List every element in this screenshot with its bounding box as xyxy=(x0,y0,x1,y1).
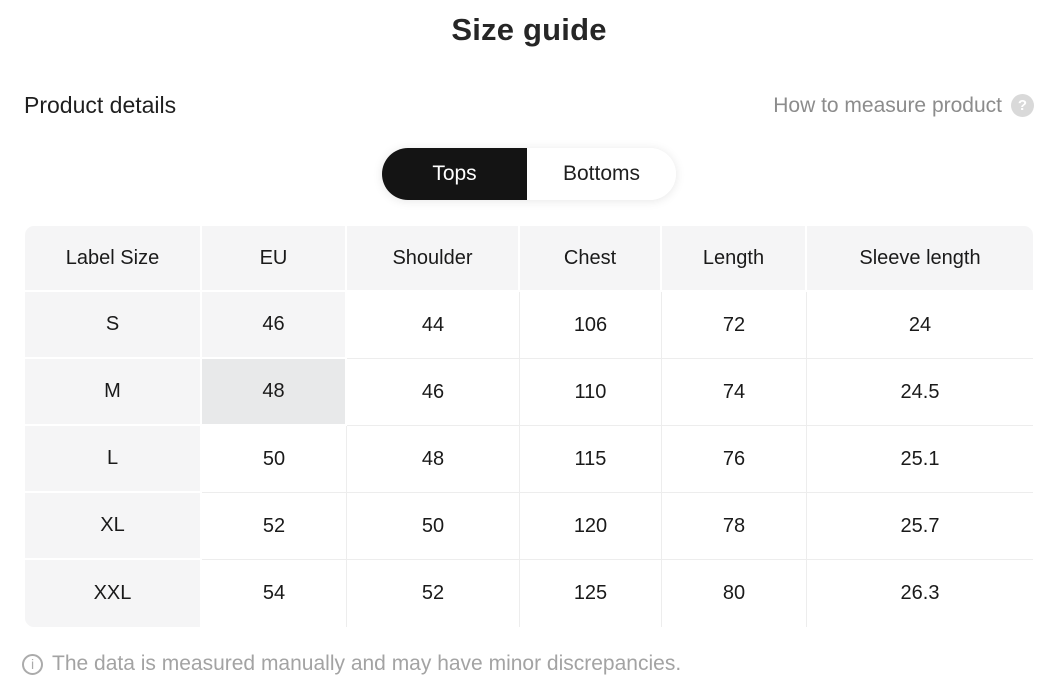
sleeve-cell: 24.5 xyxy=(807,359,1033,426)
info-icon: i xyxy=(22,653,43,675)
question-mark-icon[interactable]: ? xyxy=(1011,94,1034,117)
disclaimer-text: The data is measured manually and may ha… xyxy=(52,652,682,675)
column-header-length: Length xyxy=(662,226,807,292)
column-header-eu: EU xyxy=(202,226,347,292)
eu-cell-highlighted: 48 xyxy=(202,359,347,426)
shoulder-cell: 52 xyxy=(347,560,520,627)
column-header-sleeve-length: Sleeve length xyxy=(807,226,1033,292)
eu-cell: 50 xyxy=(202,426,347,493)
shoulder-cell: 50 xyxy=(347,493,520,560)
size-label-cell: S xyxy=(25,292,202,359)
shoulder-cell: 48 xyxy=(347,426,520,493)
chest-cell: 120 xyxy=(520,493,662,560)
length-cell: 72 xyxy=(662,292,807,359)
size-label-cell: XXL xyxy=(25,560,202,627)
sleeve-cell: 24 xyxy=(807,292,1033,359)
size-label-cell: L xyxy=(25,426,202,493)
shoulder-cell: 44 xyxy=(347,292,520,359)
how-to-measure-label: How to measure product xyxy=(773,93,1002,117)
table-row-xxl: XXL 54 52 125 80 26.3 xyxy=(25,560,1033,627)
sleeve-cell: 25.7 xyxy=(807,493,1033,560)
subheader-row: Product details How to measure product ? xyxy=(0,92,1058,119)
table-row-m: M 48 46 110 74 24.5 xyxy=(25,359,1033,426)
how-to-measure-link[interactable]: How to measure product ? xyxy=(773,94,1034,118)
column-header-shoulder: Shoulder xyxy=(347,226,520,292)
table-header-row: Label Size EU Shoulder Chest Length Slee… xyxy=(25,226,1033,292)
size-label-cell: XL xyxy=(25,493,202,560)
length-cell: 74 xyxy=(662,359,807,426)
table-row-l: L 50 48 115 76 25.1 xyxy=(25,426,1033,493)
shoulder-cell: 46 xyxy=(347,359,520,426)
eu-cell: 54 xyxy=(202,560,347,627)
category-toggle-pill: Tops Bottoms xyxy=(382,148,676,200)
eu-cell: 52 xyxy=(202,493,347,560)
length-cell: 76 xyxy=(662,426,807,493)
page-title: Size guide xyxy=(451,12,607,47)
sleeve-cell: 26.3 xyxy=(807,560,1033,627)
size-label-cell: M xyxy=(25,359,202,426)
chest-cell: 110 xyxy=(520,359,662,426)
size-table: Label Size EU Shoulder Chest Length Slee… xyxy=(25,226,1033,627)
tab-tops[interactable]: Tops xyxy=(382,148,527,200)
column-header-label-size: Label Size xyxy=(25,226,202,292)
disclaimer-note: i The data is measured manually and may … xyxy=(22,652,1058,676)
chest-cell: 106 xyxy=(520,292,662,359)
chest-cell: 125 xyxy=(520,560,662,627)
column-header-chest: Chest xyxy=(520,226,662,292)
product-details-label: Product details xyxy=(24,92,177,118)
length-cell: 80 xyxy=(662,560,807,627)
tab-bottoms[interactable]: Bottoms xyxy=(527,148,676,200)
chest-cell: 115 xyxy=(520,426,662,493)
table-row-xl: XL 52 50 120 78 25.7 xyxy=(25,493,1033,560)
sleeve-cell: 25.1 xyxy=(807,426,1033,493)
table-row-s: S 46 44 106 72 24 xyxy=(25,292,1033,359)
length-cell: 78 xyxy=(662,493,807,560)
eu-cell: 46 xyxy=(202,292,347,359)
category-toggle: Tops Bottoms xyxy=(0,148,1058,200)
